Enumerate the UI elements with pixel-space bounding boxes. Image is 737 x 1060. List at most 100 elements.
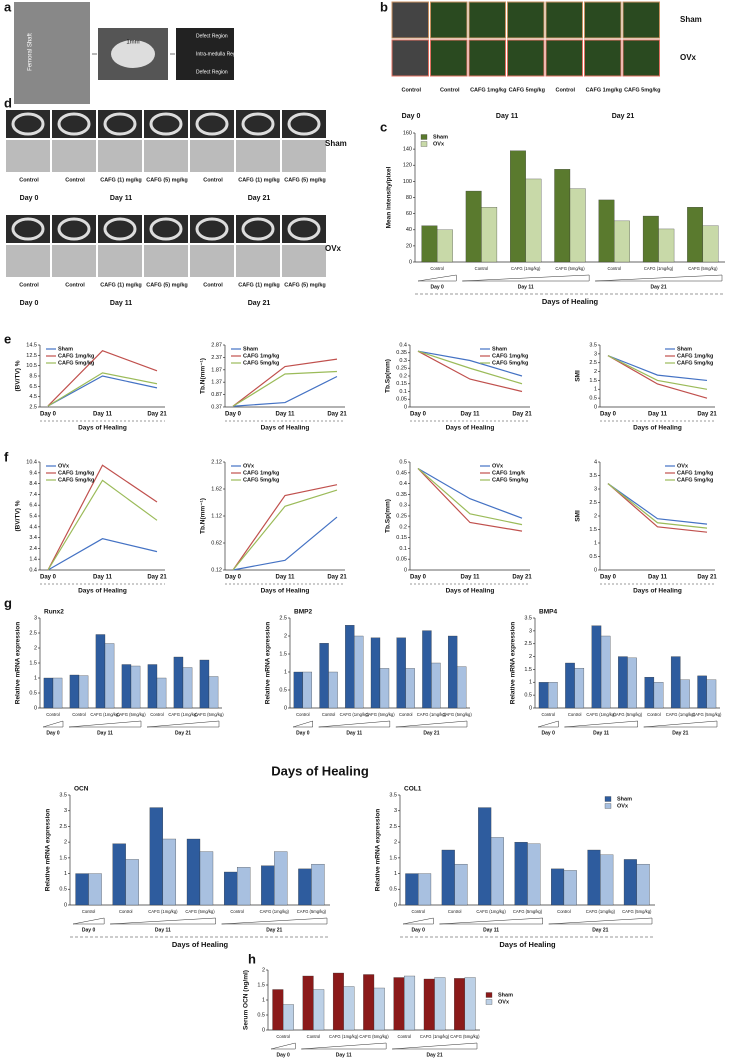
group-label: Day 21 [672,730,688,736]
x-tick-label: Control [82,909,96,914]
x-tick-label: CAFG (5mg/kg) [116,712,146,717]
y-axis-label: Mean intensity/pixel [386,166,393,228]
x-tick-label: Control [568,712,582,717]
ct-ring-shape [195,217,229,241]
x-tick-label: CAFG (5mg/kg) [194,712,224,717]
group-label: Day 21 [266,927,282,933]
bar [422,630,432,709]
fluorescence-image [430,39,468,77]
y-tick-label: 0.25 [396,366,407,372]
column-label: CAFG 5mg/kg [624,87,660,93]
bar [363,974,375,1031]
x-tick-label: Control [557,909,571,914]
x-tick-label: Day 21 [512,412,532,418]
x-tick-label: CAFG (5mg/kg) [555,266,585,271]
x-tick-label: Day 21 [147,412,167,418]
day-label: Day 21 [248,195,271,202]
y-tick-label: 2 [34,645,37,651]
y-tick-label: 3.5 [59,792,67,798]
y-tick-label: 4.4 [29,524,37,530]
day-label: Day 11 [496,113,518,120]
legend-label: CAFG 5mg/kg [243,477,279,483]
column-label: CAFG (5) mg/kg [146,177,188,183]
legend-label: CAFG 5mg/kg [677,477,713,483]
day-label: Day 21 [612,113,635,120]
x-tick-label: CAFG (5mg/kg) [692,712,722,717]
y-axis-label: (BV/TV) % [15,500,22,531]
ct-cylinder [282,245,326,277]
bar [481,207,498,263]
ct-ring-shape [149,217,183,241]
legend-label: CAFG 1mg/kg [677,470,713,476]
group-wedge [643,720,718,728]
bar [478,807,492,906]
y-axis-label: Relative mRNA expression [510,622,517,705]
bar [538,682,549,709]
y-tick-label: 0.2 [399,524,407,530]
y-tick-label: 0.1 [399,546,407,552]
bar [88,873,102,906]
column-label: CAFG (1) mg/kg [238,177,280,183]
bar [319,643,329,709]
x-tick-label: Day 11 [93,412,113,418]
ct-cylinder [190,140,234,172]
x-tick-label: Control [230,909,244,914]
fluorescence-image [391,39,429,77]
bar [702,225,719,263]
group-wedge [72,917,105,925]
bar [658,228,675,263]
bar [274,851,288,906]
bar [554,169,571,263]
line [607,483,708,533]
x-tick-label: Day 11 [460,575,480,581]
y-tick-label: 0.3 [399,358,407,364]
bar [343,986,355,1031]
bar [396,637,406,709]
bar [104,643,115,709]
line [607,355,708,382]
x-tick-label: Day 21 [697,412,717,418]
legend-label: OVx [243,463,255,469]
x-tick-label: Control [72,712,86,717]
column-label: Control [555,87,575,93]
x-tick-label: CAFG (1mg/kg) [329,1034,359,1039]
bar [421,225,438,263]
legend-label: OVx [492,463,504,469]
bar [697,675,707,709]
x-tick-label: Control [475,266,489,271]
legend-label: CAFG 1mg/kg [58,353,94,359]
bar [454,863,468,906]
column-label: CAFG (5) mg/kg [146,282,188,288]
y-tick-label: 1.5 [524,667,532,673]
bar [69,674,80,709]
y-tick-label: 3.5 [589,473,597,479]
y-tick-label: 3 [594,486,597,492]
y-tick-label: 1.12 [211,513,222,519]
bar [236,867,251,906]
group-wedge [110,917,216,925]
y-tick-label: 0 [284,705,287,711]
bar [199,659,210,709]
y-tick-label: 10.4 [26,459,37,465]
x-tick-label: CAFG (5mg/kg) [450,1034,480,1039]
group-wedge [537,720,559,728]
bar [600,635,611,709]
bar [173,656,184,709]
y-tick-label: 3.5 [389,792,397,798]
panel-letter: c [380,119,387,134]
y-tick-label: 6.4 [29,503,37,509]
y-tick-label: 8.5 [29,373,37,379]
bar [272,989,284,1031]
bar [125,859,139,906]
legend-label: Sham [243,346,258,352]
bar [551,868,565,906]
x-axis-label: Days of Healing [446,588,495,595]
x-tick-label: Day 21 [327,575,347,581]
column-label: CAFG (1) mg/kg [100,177,142,183]
y-tick-label: 0.05 [396,397,407,403]
y-tick-label: 0 [64,902,67,908]
chart-title: COL1 [404,786,422,793]
legend-label: CAFG 1mg/kg [58,470,94,476]
x-tick-label: Day 0 [410,575,427,581]
